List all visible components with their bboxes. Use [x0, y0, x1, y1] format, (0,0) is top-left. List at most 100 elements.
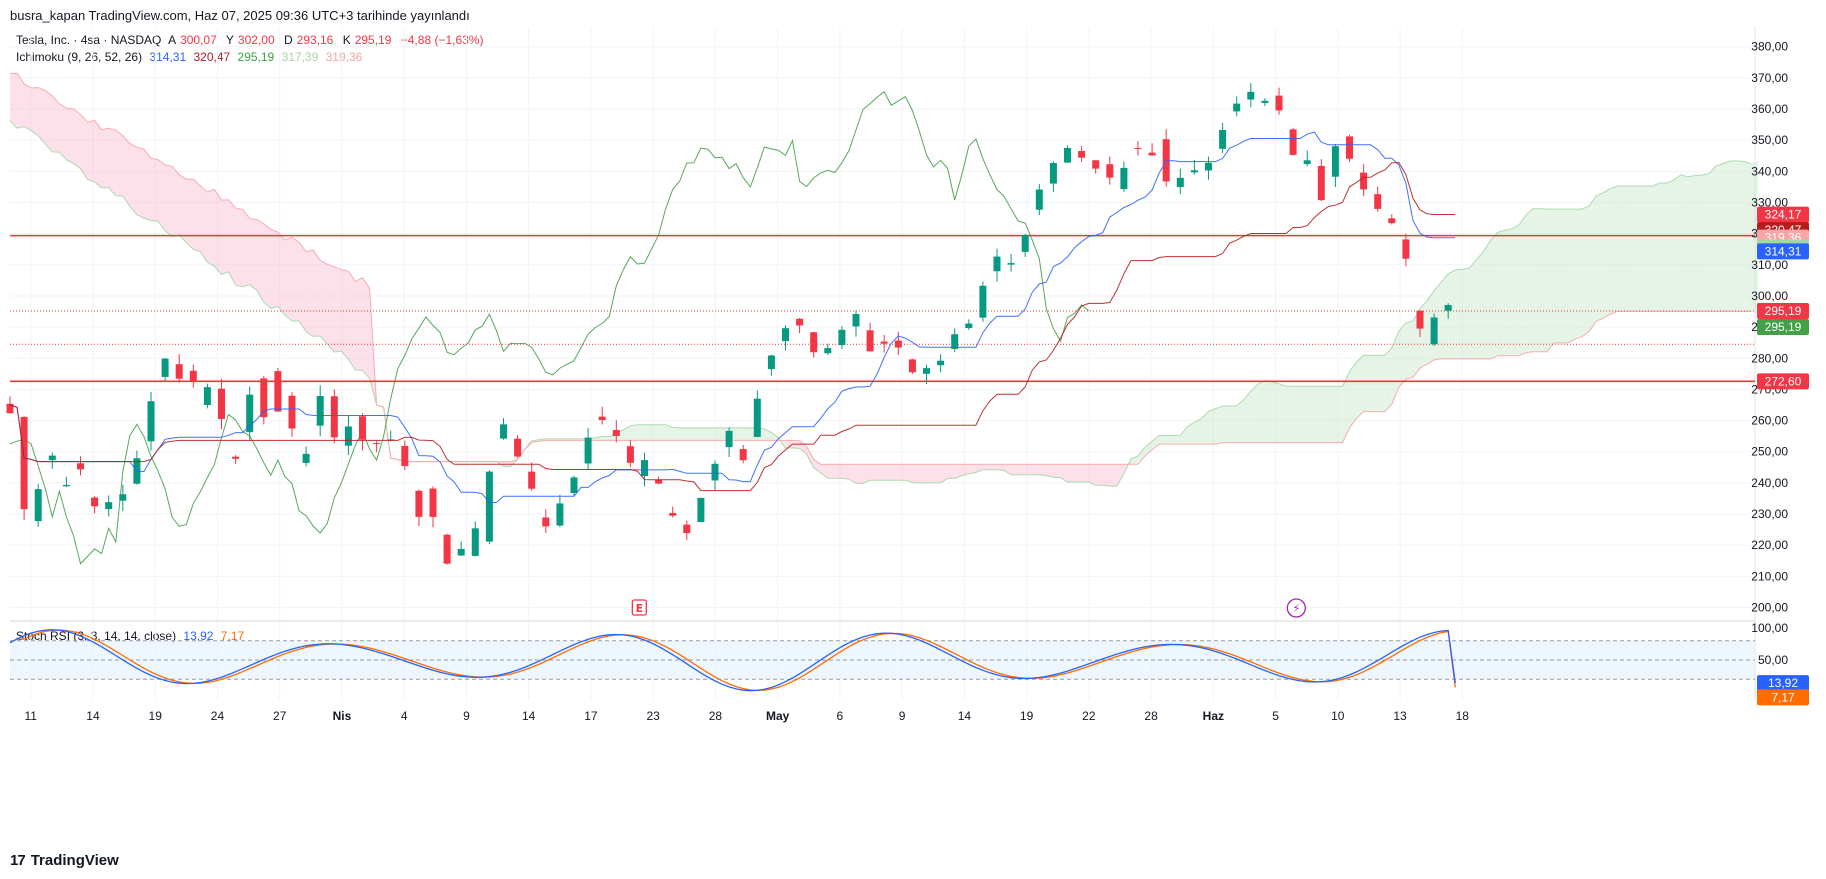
cloud-segment: [1511, 225, 1519, 356]
cloud-segment: [1264, 380, 1272, 443]
cloud-segment: [263, 223, 271, 309]
candle-body: [993, 256, 1001, 272]
cloud-segment: [1180, 426, 1188, 445]
cloud-segment: [1610, 186, 1618, 315]
cloud-segment: [997, 464, 1005, 471]
cloud-segment: [115, 130, 123, 197]
symbol-name[interactable]: Tesla, Inc. · 4sa · NASDAQ: [16, 33, 162, 47]
candle-body: [937, 360, 945, 366]
candle-body: [767, 355, 775, 370]
cloud-segment: [1053, 464, 1061, 478]
price-label-badge: 314,31: [1757, 243, 1809, 260]
cloud-segment: [1518, 215, 1526, 356]
cloud-segment: [1293, 386, 1301, 443]
candle-body: [147, 401, 155, 442]
cloud-segment: [1546, 209, 1554, 352]
stoch-d-line: [9, 629, 1456, 692]
stoch-badge-text: 7,17: [1771, 690, 1795, 704]
cloud-segment: [1116, 464, 1124, 487]
ichimoku-label[interactable]: Ichimoku (9, 26, 52, 26): [16, 50, 143, 64]
time-tick-label: 9: [899, 709, 906, 723]
cloud-segment: [651, 424, 659, 441]
time-tick-label: 18: [1456, 709, 1470, 723]
cloud-segment: [715, 427, 723, 441]
price-label-text: 295,19: [1765, 304, 1802, 318]
candle-body: [415, 490, 423, 517]
time-tick-label: May: [766, 709, 790, 723]
cloud-segment: [1624, 186, 1632, 312]
time-tick-label: 27: [273, 709, 287, 723]
cloud-segment: [813, 459, 821, 474]
price-tick-label: 210,00: [1751, 569, 1788, 583]
cloud-segment: [101, 128, 109, 188]
price-tick-label: 340,00: [1751, 164, 1788, 178]
time-tick-label: Haz: [1203, 709, 1224, 723]
cloud-segment: [1680, 174, 1688, 312]
candle-body: [1162, 139, 1170, 182]
cloud-segment: [193, 179, 201, 252]
cloud-segment: [45, 90, 53, 152]
event-marker-bg: [1286, 598, 1306, 618]
cloud-segment: [693, 427, 701, 441]
cloud-segment: [1638, 186, 1646, 312]
candle-body: [6, 403, 14, 414]
ichimoku-cloud: [10, 73, 1759, 487]
candle-body: [669, 512, 677, 516]
candle-body: [1176, 177, 1184, 188]
candle-body: [302, 453, 310, 463]
time-tick-label: 4: [401, 709, 408, 723]
cloud-segment: [24, 83, 32, 131]
candle-body: [1049, 163, 1057, 184]
cloud-segment: [1589, 195, 1597, 332]
candle-body: [979, 285, 987, 318]
price-tick-label: 370,00: [1751, 71, 1788, 85]
grid-layer: [10, 28, 1755, 700]
cloud-segment: [1603, 188, 1611, 319]
ichimoku-spana-value: 317,39: [281, 50, 319, 64]
stoch-label[interactable]: Stoch RSI (3, 3, 14, 14, close): [16, 629, 177, 643]
candle-body: [20, 416, 28, 510]
time-tick-label: 5: [1272, 709, 1279, 723]
candle-body: [429, 488, 437, 517]
cloud-segment: [933, 464, 941, 483]
stoch-legend[interactable]: Stoch RSI (3, 3, 14, 14, close) 13,92 7,…: [16, 629, 248, 643]
cloud-segment: [1046, 464, 1054, 478]
candle-body: [626, 446, 634, 463]
symbol-legend[interactable]: Tesla, Inc. · 4sa · NASDAQ A 300,07 Y 302,…: [16, 33, 487, 47]
stoch-k-line: [9, 629, 1456, 692]
stoch-k-value: 13,92: [183, 629, 214, 643]
cloud-segment: [905, 464, 913, 483]
ichimoku-legend[interactable]: Ichimoku (9, 26, 52, 26) 314,31 320,47 2…: [16, 50, 366, 64]
price-tick-label: 220,00: [1751, 538, 1788, 552]
event-marker-text: E: [636, 602, 644, 615]
ichimoku-tenkan-value: 314,31: [149, 50, 187, 64]
cloud-segment: [1109, 464, 1117, 487]
price-tick-label: 280,00: [1751, 351, 1788, 365]
candle-body: [1346, 136, 1353, 159]
cloud-segment: [1229, 405, 1237, 443]
candle-body: [1402, 239, 1410, 259]
price-tick-label: 200,00: [1751, 601, 1788, 615]
tradingview-logo[interactable]: 17 TradingView: [10, 852, 119, 869]
cloud-segment: [919, 464, 927, 483]
price-label-badge: 295,19: [1757, 318, 1809, 335]
cloud-segment: [1004, 464, 1012, 475]
candle-body: [542, 517, 550, 527]
price-tick-label: 310,00: [1751, 258, 1788, 272]
candle-body: [344, 426, 352, 446]
candle-body: [866, 330, 874, 352]
candle-body: [1289, 129, 1297, 155]
close-label: K: [342, 33, 351, 47]
candle-body: [824, 348, 832, 354]
candle-body: [1007, 263, 1015, 265]
cloud-segment: [1702, 173, 1710, 312]
cloud-segment: [1455, 269, 1463, 359]
cloud-segment: [1370, 355, 1378, 412]
candle-body: [485, 471, 493, 542]
time-tick-label: 28: [709, 709, 723, 723]
candle-body: [782, 328, 789, 342]
candle-body: [1021, 235, 1029, 252]
cloud-segment: [1687, 175, 1695, 312]
cloud-segment: [1553, 209, 1561, 343]
